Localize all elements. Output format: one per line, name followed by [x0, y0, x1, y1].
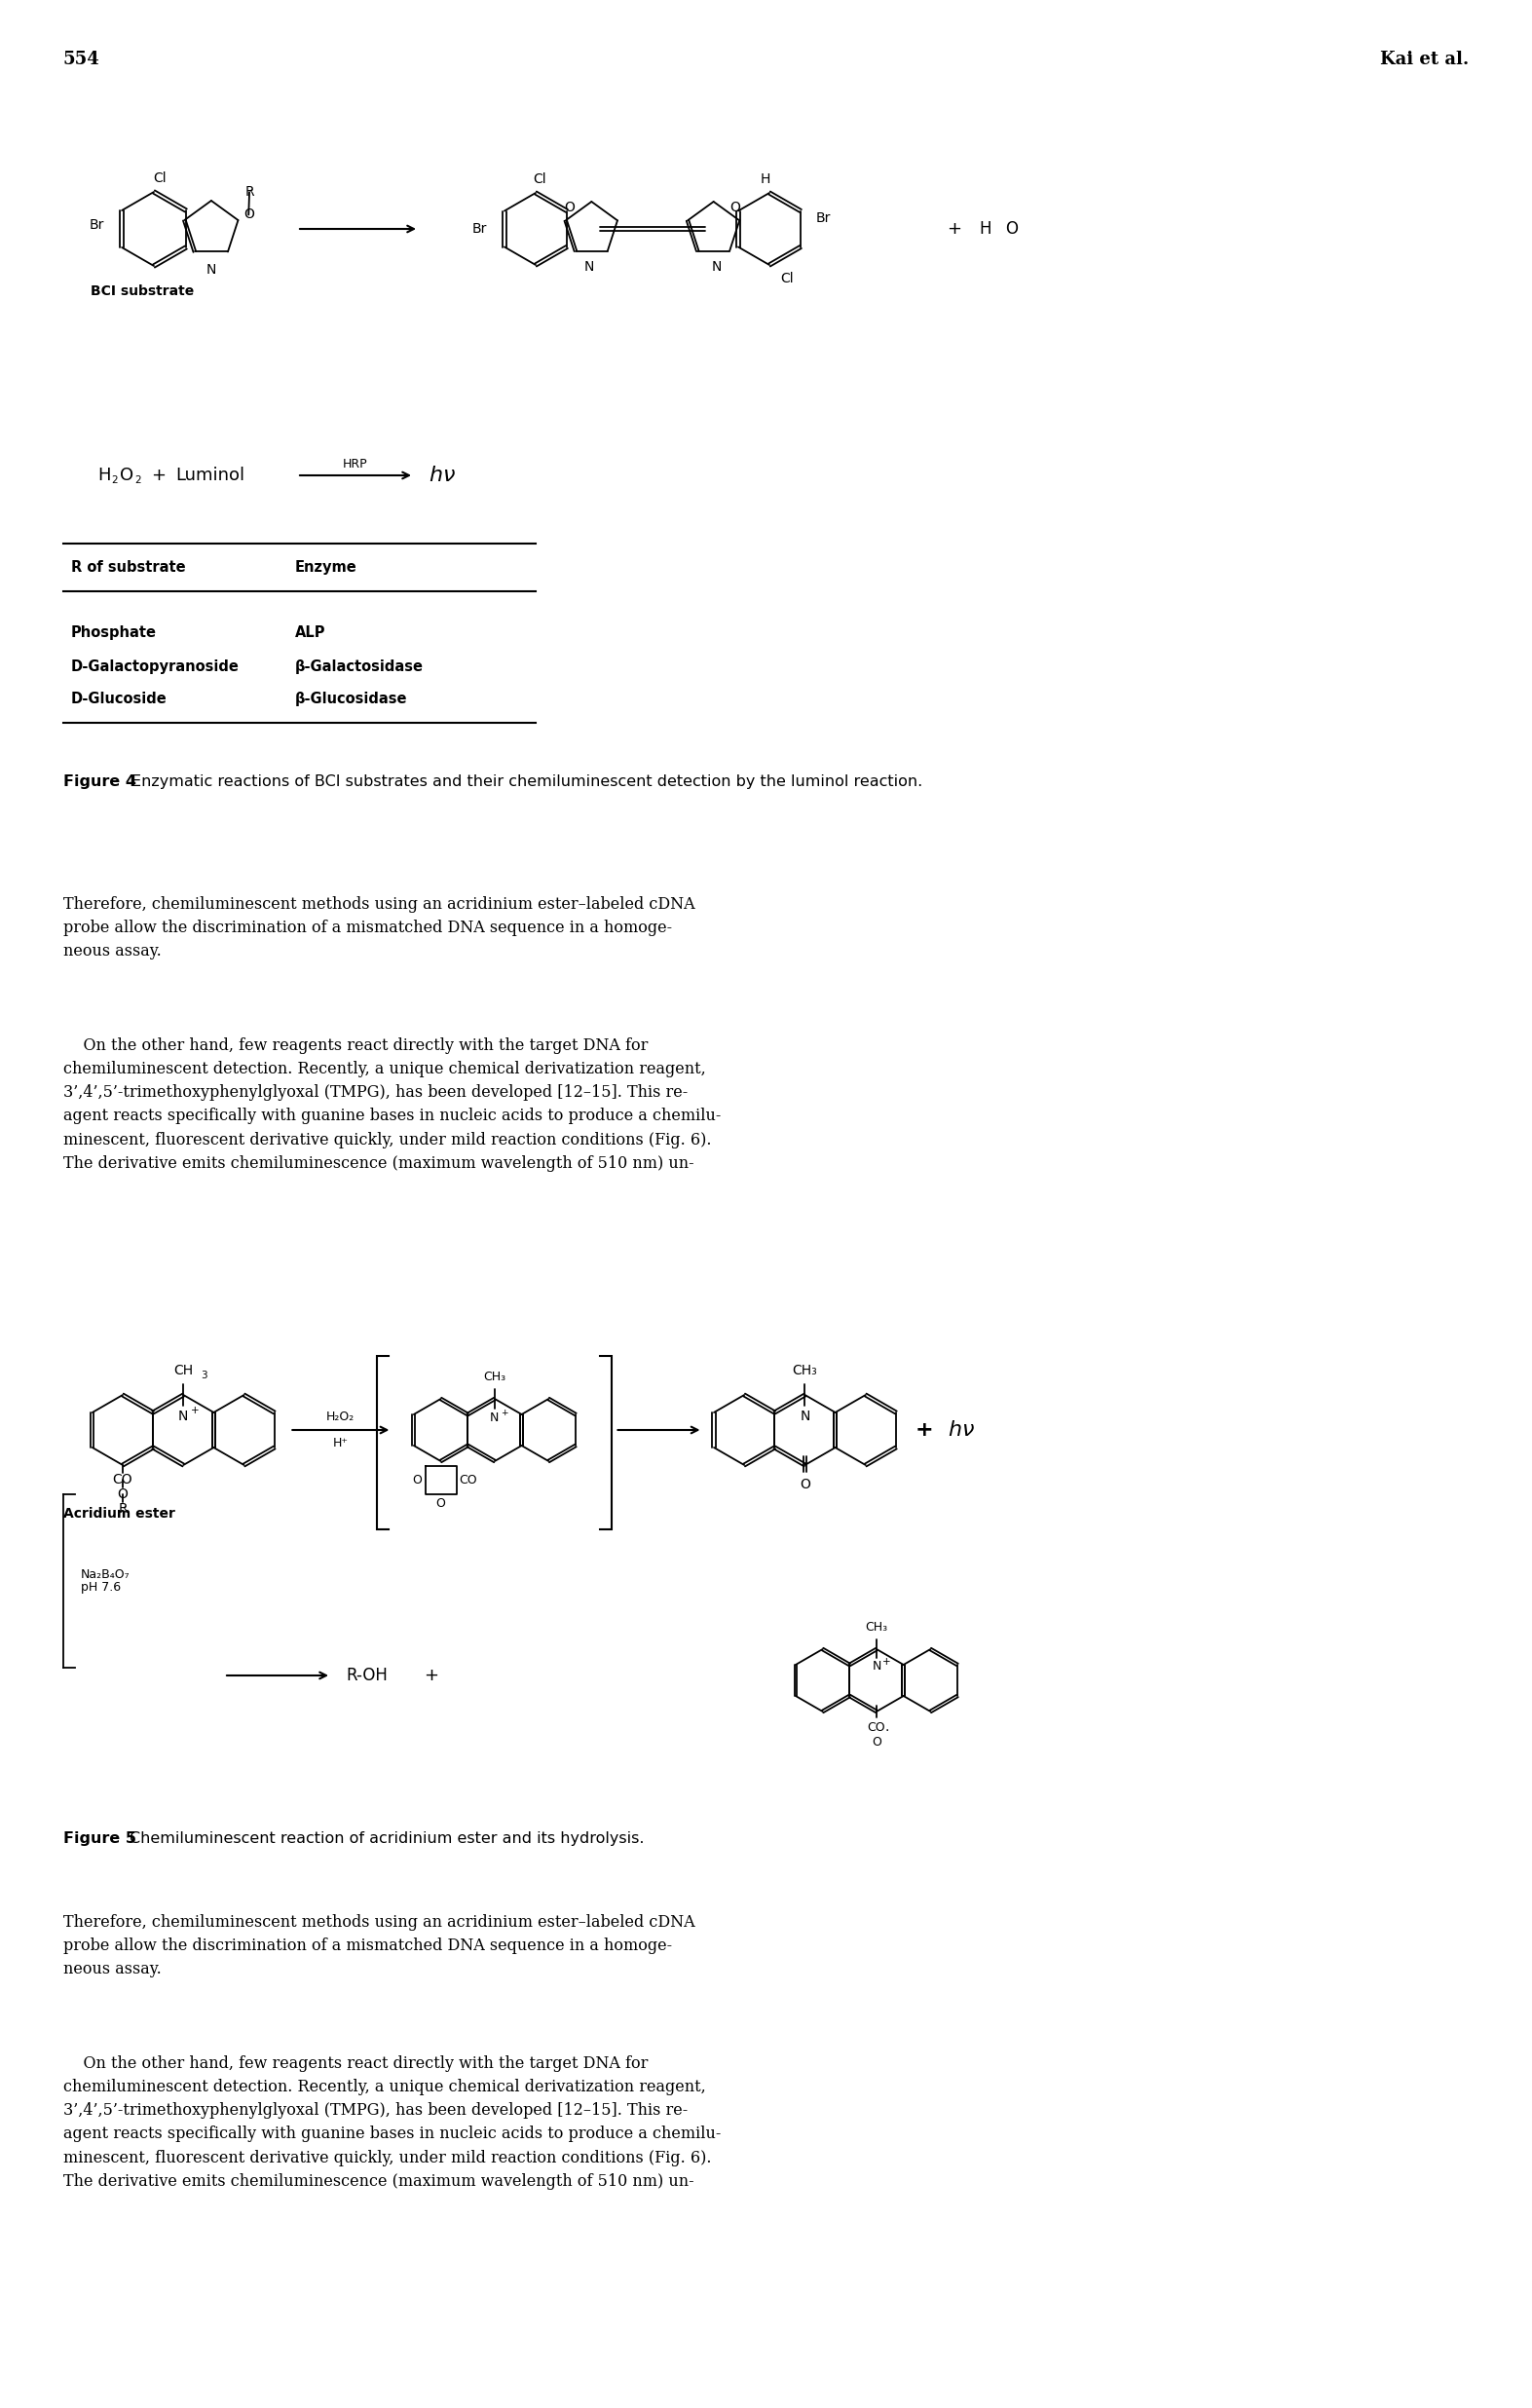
Text: O: O — [1005, 219, 1017, 238]
Text: CH: CH — [173, 1363, 193, 1377]
Text: D-Glucoside: D-Glucoside — [70, 691, 167, 706]
Text: ·: · — [884, 1724, 889, 1739]
Text: Phosphate: Phosphate — [70, 626, 156, 641]
Text: O: O — [729, 200, 740, 214]
Text: O: O — [118, 1488, 129, 1500]
Text: +: + — [424, 1666, 438, 1683]
Text: R of substrate: R of substrate — [70, 561, 185, 576]
Text: H: H — [98, 467, 110, 484]
Text: +: + — [152, 467, 165, 484]
Text: β-Glucosidase: β-Glucosidase — [296, 691, 408, 706]
Text: R: R — [118, 1503, 127, 1515]
Text: Therefore, chemiluminescent methods using an acridinium ester–labeled cDNA
probe: Therefore, chemiluminescent methods usin… — [63, 1914, 696, 1977]
Text: +: + — [947, 219, 962, 238]
Text: CH₃: CH₃ — [792, 1363, 818, 1377]
Text: O: O — [244, 207, 254, 222]
Text: CH₃: CH₃ — [866, 1621, 889, 1633]
Text: N: N — [800, 1409, 810, 1423]
Text: O: O — [800, 1479, 810, 1491]
Text: O: O — [565, 200, 574, 214]
Text: +: + — [501, 1409, 509, 1418]
Text: Cl: Cl — [781, 272, 794, 287]
Text: Br: Br — [817, 212, 832, 224]
Text: Kai et al.: Kai et al. — [1380, 51, 1469, 67]
Text: HRP: HRP — [343, 458, 368, 470]
Text: D-Galactopyranoside: D-Galactopyranoside — [70, 660, 239, 674]
Text: 3: 3 — [201, 1370, 207, 1380]
Text: BCI substrate: BCI substrate — [90, 284, 195, 299]
Text: Figure 5: Figure 5 — [63, 1832, 136, 1847]
Text: O: O — [872, 1736, 881, 1748]
Text: R-OH: R-OH — [346, 1666, 388, 1683]
Text: CO: CO — [867, 1722, 885, 1734]
Text: Acridium ester: Acridium ester — [63, 1507, 175, 1522]
Text: Chemiluminescent reaction of acridinium ester and its hydrolysis.: Chemiluminescent reaction of acridinium … — [130, 1832, 645, 1847]
Text: +  $h\nu$: + $h\nu$ — [915, 1421, 976, 1440]
Text: 554: 554 — [63, 51, 100, 67]
Text: 2: 2 — [135, 474, 141, 484]
Text: H₂O₂: H₂O₂ — [326, 1411, 355, 1423]
Text: pH 7.6: pH 7.6 — [81, 1580, 121, 1594]
Text: H⁺: H⁺ — [332, 1438, 349, 1450]
Text: Luminol: Luminol — [175, 467, 245, 484]
Text: H: H — [979, 219, 991, 238]
Text: +: + — [192, 1406, 199, 1416]
Text: Therefore, chemiluminescent methods using an acridinium ester–labeled cDNA
probe: Therefore, chemiluminescent methods usin… — [63, 896, 696, 961]
Text: O: O — [437, 1498, 446, 1510]
Text: N: N — [872, 1659, 881, 1674]
Text: N: N — [178, 1409, 188, 1423]
Text: CO: CO — [113, 1474, 133, 1486]
Text: N: N — [490, 1411, 499, 1423]
Text: Cl: Cl — [533, 171, 545, 185]
Text: β-Galactosidase: β-Galactosidase — [296, 660, 424, 674]
Text: Enzymatic reactions of BCI substrates and their chemiluminescent detection by th: Enzymatic reactions of BCI substrates an… — [132, 775, 922, 790]
Text: +: + — [882, 1657, 890, 1666]
Text: R: R — [245, 185, 254, 200]
Text: Cl: Cl — [153, 171, 165, 185]
Text: O: O — [412, 1474, 423, 1486]
Text: H: H — [761, 171, 771, 185]
Text: $h\nu$: $h\nu$ — [429, 465, 457, 484]
Text: ALP: ALP — [296, 626, 326, 641]
Text: N: N — [711, 260, 722, 275]
Text: Br: Br — [472, 222, 487, 236]
Text: Figure 4: Figure 4 — [63, 775, 136, 790]
Text: N: N — [207, 262, 216, 277]
Text: On the other hand, few reagents react directly with the target DNA for
chemilumi: On the other hand, few reagents react di… — [63, 2056, 722, 2189]
Text: CH₃: CH₃ — [484, 1370, 506, 1382]
Text: Na₂B₄O₇: Na₂B₄O₇ — [81, 1568, 130, 1582]
Text: 2: 2 — [110, 474, 118, 484]
Text: N: N — [584, 260, 594, 275]
Text: O: O — [119, 467, 133, 484]
Text: On the other hand, few reagents react directly with the target DNA for
chemilumi: On the other hand, few reagents react di… — [63, 1038, 722, 1173]
Text: CO: CO — [460, 1474, 478, 1486]
Text: Br: Br — [89, 219, 104, 231]
Text: Enzyme: Enzyme — [296, 561, 357, 576]
